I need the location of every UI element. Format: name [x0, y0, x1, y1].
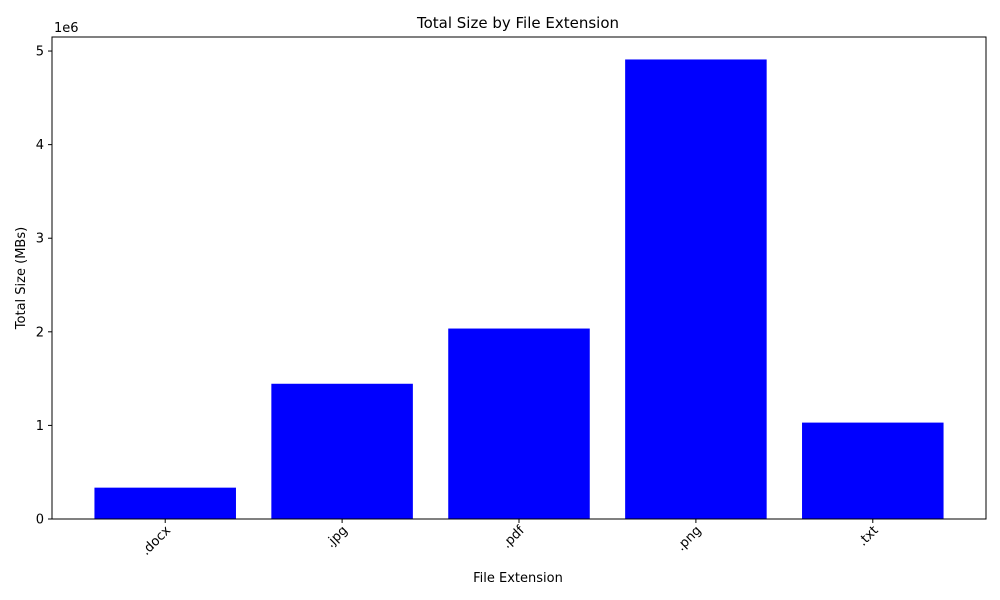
x-ticks-group: .docx .jpg .pdf .png .txt — [139, 519, 882, 559]
y-axis-offset-label: 1e6 — [54, 21, 79, 36]
y-tick-label: 2 — [36, 325, 44, 340]
x-axis-label: File Extension — [473, 571, 563, 586]
plot-frame — [51, 36, 987, 520]
x-tick-label: .docx — [139, 523, 175, 559]
bar-txt — [802, 422, 944, 519]
chart-title: Total Size by File Extension — [416, 14, 619, 32]
x-tick-label: .txt — [855, 523, 881, 549]
bar-pdf — [448, 328, 590, 519]
x-tick-label: .png — [674, 523, 705, 554]
y-tick-label: 4 — [36, 138, 44, 153]
y-tick-label: 1 — [36, 419, 44, 434]
y-axis-label: Total Size (MBs) — [14, 227, 29, 330]
y-tick-label: 3 — [36, 232, 44, 247]
x-tick-label: .jpg — [323, 523, 351, 551]
bars-group — [94, 59, 944, 520]
x-tick-label: .pdf — [499, 523, 528, 552]
bar-docx — [94, 487, 236, 519]
bar-jpg — [271, 383, 413, 519]
y-ticks-group: 0 1 2 3 4 5 — [36, 45, 52, 528]
y-tick-label: 5 — [36, 45, 44, 60]
bar-png — [625, 59, 767, 520]
y-tick-label: 0 — [36, 513, 44, 528]
